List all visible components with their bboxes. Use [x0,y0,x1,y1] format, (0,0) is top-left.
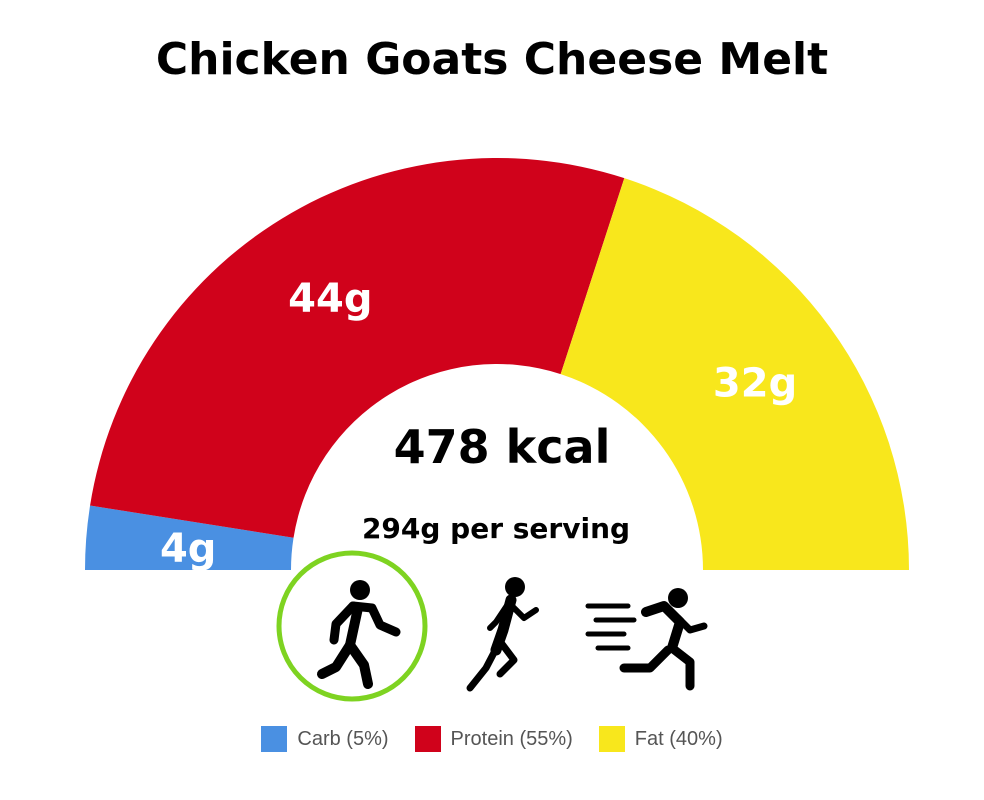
slice-protein[interactable] [90,158,625,538]
legend-swatch-protein [414,726,441,752]
legend-swatch-carb [261,726,288,752]
slice-label-carb: 4g [160,526,216,572]
slice-fat[interactable] [560,178,909,570]
center-kcal-label: 478 kcal [394,420,611,474]
legend-item-carb[interactable]: Carb (5%) [261,726,389,752]
legend-swatch-fat [598,726,625,752]
legend-item-protein[interactable]: Protein (55%) [414,726,573,752]
legend-label-carb: Carb (5%) [297,727,389,750]
slice-carb[interactable] [85,505,294,570]
activity-icon-jogging[interactable] [466,577,539,692]
walking-icon [317,580,401,689]
jogging-icon [466,577,539,692]
chart-title: Chicken Goats Cheese Melt [155,34,829,85]
sprinting-icon [585,588,708,691]
chart-legend: Carb (5%) Protein (55%) Fat (40%) [0,726,984,752]
activity-icon-walking[interactable] [276,550,428,702]
center-serving-label: 294g per serving [362,512,630,545]
legend-label-fat: Fat (40%) [634,727,723,750]
slice-label-fat: 32g [713,360,797,406]
legend-item-fat[interactable]: Fat (40%) [598,726,723,752]
legend-label-protein: Protein (55%) [450,727,573,750]
activity-icon-sprinting[interactable] [585,588,708,691]
selected-ring [276,550,428,702]
slice-label-protein: 44g [288,276,372,322]
